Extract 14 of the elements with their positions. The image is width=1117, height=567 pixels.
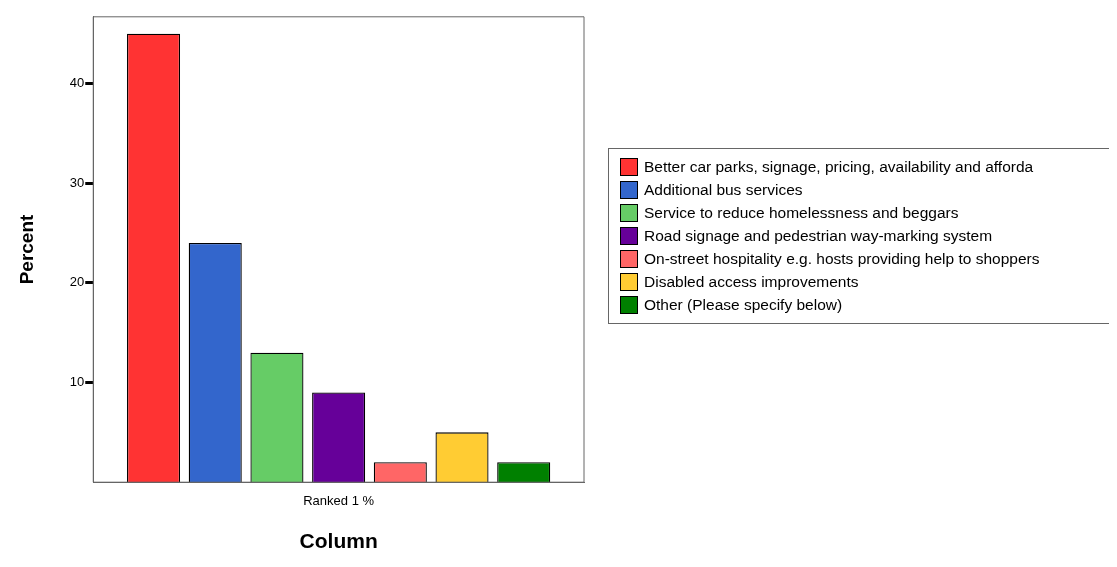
y-tick-label: 10 [69, 374, 85, 390]
legend-label: Additional bus services [644, 180, 803, 199]
y-tick-label: 20 [69, 274, 85, 290]
x-axis-title: Column [299, 529, 378, 553]
legend-label: Disabled access improvements [644, 272, 859, 291]
y-tick-label: 40 [69, 75, 85, 91]
y-axis-title: Percent [15, 213, 37, 285]
y-tick-label: 30 [69, 174, 85, 190]
legend-label: On-street hospitality e.g. hosts providing help to shoppers [644, 249, 1040, 268]
legend-label: Road signage and pedestrian way-marking system [644, 226, 993, 245]
legend-label: Service to reduce homelessness and beggars [644, 203, 959, 222]
legend-label: Other (Please specify below) [644, 295, 843, 314]
legend-label: Better car parks, signage, pricing, availability and afforda [644, 157, 1034, 176]
x-tick-label: Ranked 1 % [303, 492, 375, 508]
